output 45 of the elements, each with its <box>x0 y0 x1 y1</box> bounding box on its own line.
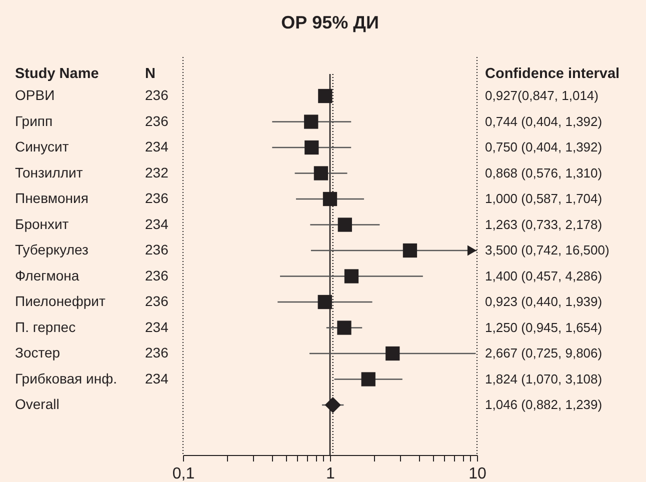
text: 236 <box>145 112 169 129</box>
y-tick-label: Грипп <box>15 112 53 129</box>
text: 234 <box>145 216 169 232</box>
text: 1,046 (0,882, 1,239) <box>485 397 602 412</box>
y-tick-label: Пиелонефрит <box>15 293 106 309</box>
text: 236 <box>145 242 169 258</box>
text: 1,263 (0,733, 2,178) <box>485 216 602 232</box>
text: 232 <box>145 164 169 180</box>
y-tick-label: П. герпес <box>15 318 76 335</box>
text: N <box>145 66 156 82</box>
text: 1,824 (1,070, 3,108) <box>485 371 602 386</box>
text: 0,750 (0,404, 1,392) <box>485 140 602 154</box>
y-tick-label: Тонзиллит <box>15 164 84 180</box>
text: 0,927(0,847, 1,014) <box>485 88 598 103</box>
text: 236 <box>145 344 169 360</box>
text: 1,000 (0,587, 1,704) <box>485 191 602 206</box>
text: 234 <box>145 318 169 335</box>
text: 0,868 (0,576, 1,310) <box>485 165 602 180</box>
y-tick-label: Пневмония <box>15 190 88 206</box>
y-tick-label: Бронхит <box>15 216 70 232</box>
text: 1,400 (0,457, 4,286) <box>485 268 602 284</box>
text: 236 <box>145 293 169 309</box>
x-tick-label: 10 <box>468 466 486 482</box>
text: 236 <box>145 267 169 284</box>
text: 1,250 (0,945, 1,654) <box>485 320 602 335</box>
y-tick-label: ОРВИ <box>15 87 55 103</box>
text: 236 <box>145 190 169 206</box>
text: 236 <box>145 87 169 103</box>
text: 234 <box>145 138 169 154</box>
text: 0,923 (0,440, 1,939) <box>485 294 602 309</box>
y-tick-label: Туберкулез <box>15 242 88 258</box>
text: 0,744 (0,404, 1,392) <box>485 114 602 129</box>
x-tick-label: 0,1 <box>172 466 195 482</box>
x-tick-label: 1 <box>326 466 336 482</box>
y-tick-label: Overall <box>15 396 60 412</box>
y-tick-label: Флегмона <box>15 267 80 284</box>
y-tick-label: Грибковая инф. <box>15 370 117 386</box>
chart-title: ОР 95% ДИ <box>281 12 379 32</box>
text: 3,500 (0,742, 16,500) <box>485 242 610 258</box>
text: 2,667 (0,725, 9,806) <box>485 346 602 360</box>
y-axis-title: Study Name <box>15 66 99 82</box>
y-tick-label: Синусит <box>15 138 70 154</box>
text: 234 <box>145 370 169 386</box>
text: Confidence interval <box>485 66 620 82</box>
y-tick-label: Зостер <box>15 344 60 360</box>
